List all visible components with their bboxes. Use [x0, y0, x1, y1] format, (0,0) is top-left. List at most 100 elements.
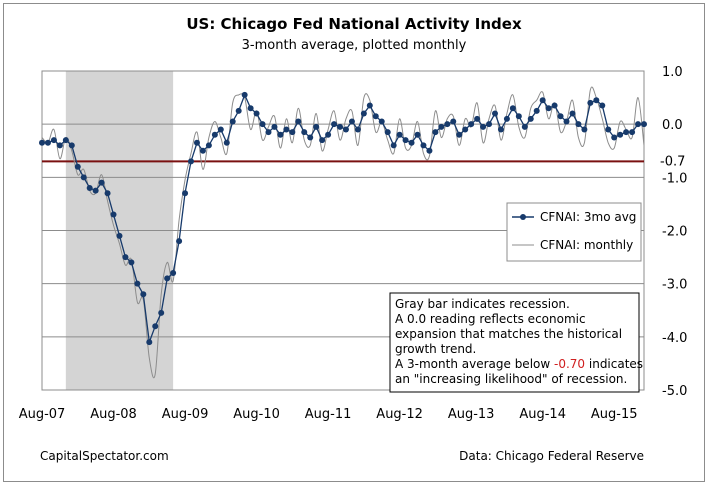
series-3mo-avg-point — [384, 129, 391, 136]
series-3mo-avg-point — [378, 118, 385, 125]
series-3mo-avg-point — [456, 131, 463, 138]
series-3mo-avg-point — [545, 105, 552, 112]
x-tick-label: Aug-07 — [19, 407, 66, 422]
x-tick-label: Aug-13 — [448, 407, 495, 422]
series-3mo-avg-point — [491, 110, 498, 117]
series-3mo-avg-point — [438, 123, 445, 130]
series-3mo-avg-point — [629, 129, 636, 136]
series-3mo-avg-point — [575, 121, 582, 128]
series-3mo-avg-point — [295, 118, 302, 125]
legend-box — [506, 202, 642, 262]
cfnai-chart: US: Chicago Fed National Activity Index … — [19, 15, 688, 463]
series-3mo-avg-point — [176, 238, 183, 245]
series-3mo-avg-point — [39, 139, 45, 146]
series-3mo-avg-point — [74, 163, 81, 170]
series-3mo-avg-point — [182, 190, 189, 197]
series-3mo-avg-point — [599, 102, 606, 109]
series-3mo-avg-point — [414, 131, 421, 138]
series-3mo-avg-point — [521, 123, 528, 130]
series-3mo-avg-point — [331, 121, 338, 128]
series-3mo-avg-point — [408, 139, 415, 146]
series-3mo-avg-point — [110, 211, 117, 218]
series-3mo-avg-point — [509, 105, 516, 112]
series-3mo-avg-point — [533, 107, 540, 114]
series-3mo-avg-point — [253, 110, 260, 117]
series-3mo-avg-point — [301, 129, 308, 136]
series-3mo-avg-point — [188, 158, 195, 165]
series-3mo-avg-point — [92, 187, 99, 194]
series-3mo-avg-point — [277, 131, 284, 138]
series-3mo-avg-point — [468, 121, 475, 128]
chart-frame: US: Chicago Fed National Activity Index … — [3, 3, 705, 482]
series-3mo-avg-point — [199, 147, 206, 154]
series-3mo-avg-point — [80, 174, 87, 181]
series-3mo-avg-point — [247, 105, 254, 112]
series-3mo-avg-point — [605, 126, 612, 133]
series-3mo-avg-point — [480, 123, 487, 130]
series-3mo-avg-point — [432, 129, 439, 136]
series-3mo-avg-point — [503, 115, 510, 122]
series-3mo-avg-point — [527, 115, 534, 122]
y-tick-label: -3.0 — [662, 278, 687, 293]
series-3mo-avg-point — [319, 137, 326, 144]
annotation-line-5: A 3-month average below -0.70 indicates — [395, 357, 643, 371]
annotation-frame — [389, 292, 640, 393]
series-monthly-line — [41, 86, 645, 379]
series-3mo-avg-point — [211, 131, 218, 138]
series-3mo-avg-point — [450, 118, 457, 125]
legend: CFNAI: 3mo avg CFNAI: monthly — [506, 202, 642, 262]
series-3mo-avg-point — [581, 126, 588, 133]
annotation-line-6: an "increasing likelihood" of recession. — [395, 372, 627, 386]
series-3mo-avg-point — [152, 323, 159, 330]
series-3mo-avg-point — [116, 232, 123, 239]
series-3mo-avg-point — [444, 121, 451, 128]
series-3mo-avg-point — [122, 254, 129, 261]
series-3mo-avg-point — [515, 113, 522, 120]
series-3mo-avg-point — [193, 139, 200, 146]
x-tick-label: Aug-14 — [519, 407, 566, 422]
source-right: Data: Chicago Federal Reserve — [459, 449, 644, 463]
series-3mo-avg-point — [158, 309, 165, 316]
y-tick-label: -4.0 — [662, 331, 687, 346]
series-3mo-avg-point — [241, 91, 248, 98]
series-3mo-avg-point — [104, 190, 111, 197]
series-3mo-avg-point — [354, 126, 361, 133]
x-tick-label: Aug-10 — [233, 407, 280, 422]
series-3mo-avg-point — [563, 118, 570, 125]
series-3mo-avg-point — [68, 142, 75, 149]
series-3mo-avg-point — [140, 291, 147, 298]
annotation-line-3: expansion that matches the historical — [395, 327, 622, 341]
series-3mo-avg-point — [366, 102, 373, 109]
legend-entry-monthly: CFNAI: monthly — [540, 238, 633, 252]
source-left: CapitalSpectator.com — [40, 449, 169, 463]
chart-title: US: Chicago Fed National Activity Index — [186, 15, 522, 33]
x-tick-label: Aug-12 — [376, 407, 423, 422]
series-3mo-avg-point — [611, 134, 618, 141]
threshold-label: -0.7 — [660, 154, 685, 169]
series-3mo-avg-point — [259, 121, 266, 128]
series-3mo-avg-point — [307, 134, 314, 141]
series-3mo-avg-point — [539, 97, 546, 104]
series-3mo-avg-point — [271, 123, 278, 130]
series-3mo-avg-point — [337, 123, 344, 130]
series-3mo-avg-point — [617, 131, 624, 138]
series-3mo-avg-point — [497, 126, 504, 133]
series-3mo-avg-point — [348, 118, 355, 125]
y-tick-label: -2.0 — [662, 225, 687, 240]
x-tick-label: Aug-08 — [90, 407, 137, 422]
y-tick-label: 1.0 — [662, 65, 683, 80]
series-3mo-avg-point — [170, 270, 177, 277]
series-3mo-avg-point — [486, 121, 493, 128]
series-3mo-avg-point — [98, 179, 105, 186]
series-3mo-avg-point — [44, 139, 51, 146]
series-3mo-avg-point — [217, 126, 224, 133]
series-3mo-avg-point — [134, 280, 141, 287]
series-3mo-avg-point — [551, 102, 558, 109]
series-3mo-avg-point — [623, 129, 630, 136]
legend-swatch-3mo-marker — [520, 214, 526, 220]
plot-border — [41, 70, 645, 391]
plot-area: -0.7 1.0 0.0 -1.0 -2.0 -3.0 -4.0 -5.0 Aug-07 Aug-… — [19, 65, 688, 422]
series-3mo-avg-point — [164, 275, 171, 282]
series-3mo-avg-point — [265, 129, 272, 136]
series-3mo-avg-point — [593, 97, 600, 104]
